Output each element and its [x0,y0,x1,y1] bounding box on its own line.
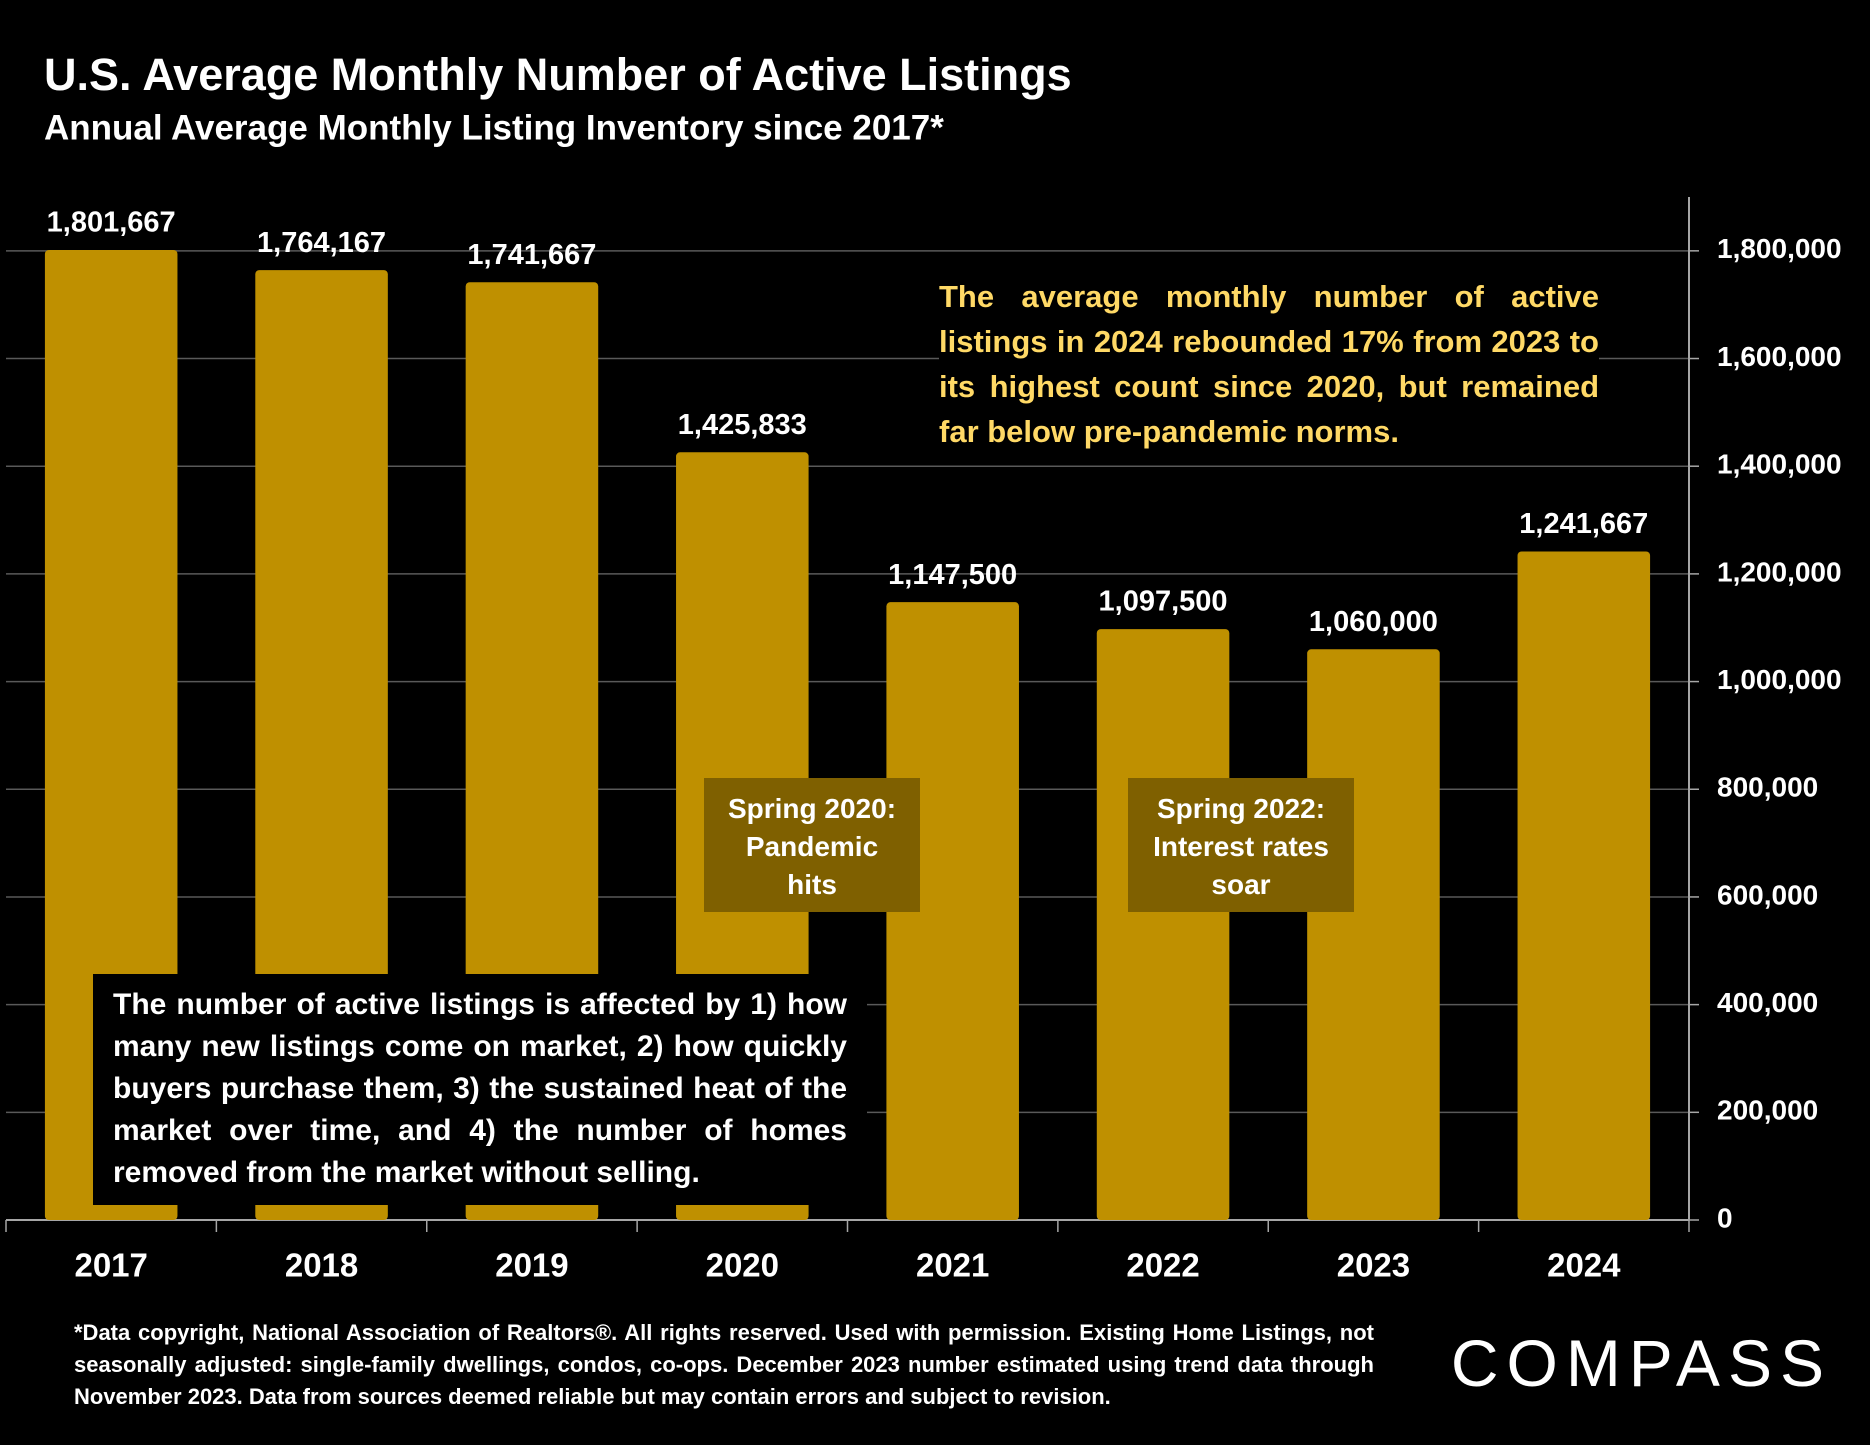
y-tick-label: 1,000,000 [1717,664,1842,695]
x-tick-label: 2022 [1126,1247,1199,1284]
chart-title: U.S. Average Monthly Number of Active Li… [44,49,1072,100]
value-label: 1,060,000 [1309,606,1438,638]
x-tick-label: 2020 [706,1247,779,1284]
logo: COMPASS [1450,1326,1832,1400]
bar [1096,629,1230,1220]
annotation: The number of active listings is affecte… [93,974,867,1205]
footnote: *Data copyright, National Association of… [74,1320,1374,1409]
x-tick-label: 2024 [1547,1247,1621,1284]
value-label: 1,241,667 [1519,508,1648,540]
x-tick-label: 2018 [285,1247,358,1284]
value-label: 1,741,667 [467,239,596,271]
bar [1517,551,1651,1220]
y-tick-label: 1,200,000 [1717,556,1842,587]
value-label: 1,147,500 [888,559,1017,591]
value-label: 1,801,667 [47,207,176,239]
value-label: 1,764,167 [257,227,386,259]
y-tick-label: 200,000 [1717,1095,1818,1126]
annotation: Spring 2020: Pandemic hits [704,778,920,912]
y-tick-label: 600,000 [1717,879,1818,910]
y-tick-label: 1,800,000 [1717,233,1842,264]
annotation: Spring 2022: Interest rates soar [1128,778,1354,912]
y-tick-label: 800,000 [1717,772,1818,803]
y-tick-label: 1,600,000 [1717,341,1842,372]
bar [1307,649,1440,1220]
x-tick-label: 2021 [916,1247,989,1284]
y-tick-label: 400,000 [1717,987,1818,1018]
annotation: The average monthly number of active lis… [939,270,1599,458]
y-tick-label: 1,400,000 [1717,449,1842,480]
x-tick-label: 2017 [74,1247,147,1284]
x-tick-label: 2019 [495,1247,568,1284]
chart-subtitle: Annual Average Monthly Listing Inventory… [44,108,944,147]
value-label: 1,097,500 [1099,586,1228,618]
bar [886,602,1019,1220]
y-tick-label: 0 [1717,1202,1733,1233]
value-label: 1,425,833 [678,409,807,441]
x-tick-label: 2023 [1337,1247,1410,1284]
